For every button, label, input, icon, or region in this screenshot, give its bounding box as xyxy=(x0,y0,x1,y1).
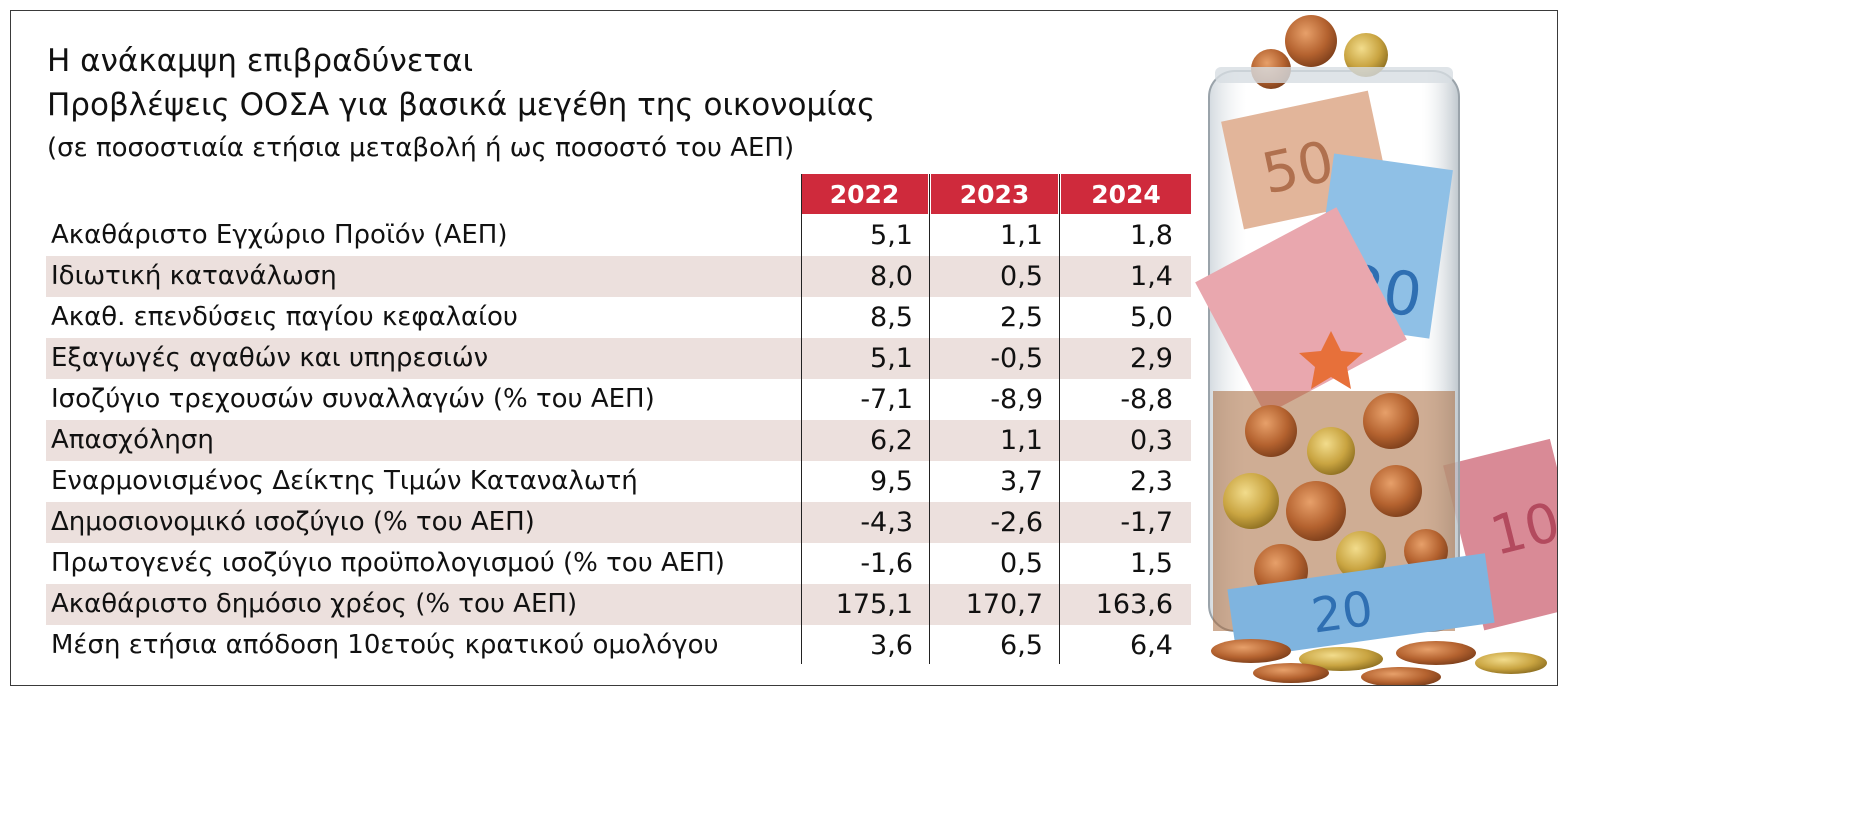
table-row: Ακαθ. επενδύσεις παγίου κεφαλαίου 8,5 2,… xyxy=(46,297,1191,338)
row-label: Εξαγωγές αγαθών και υπηρεσιών xyxy=(51,343,489,373)
column-divider xyxy=(801,174,802,664)
cell-value: 3,7 xyxy=(1000,466,1043,497)
cell-value: 1,1 xyxy=(1000,220,1043,251)
cell-value: -1,7 xyxy=(1120,507,1173,538)
table-row: Μέση ετήσια απόδοση 10ετούς κρατικού ομο… xyxy=(46,625,1191,666)
cell-value: 2,9 xyxy=(1130,343,1173,374)
cell-value: -0,5 xyxy=(990,343,1043,374)
cell-value: 8,5 xyxy=(870,302,913,333)
cell-value: 2,3 xyxy=(1130,466,1173,497)
row-label: Εναρμονισμένος Δείκτης Τιμών Καταναλωτή xyxy=(51,466,638,496)
cell-value: 9,5 xyxy=(870,466,913,497)
column-divider xyxy=(929,174,930,664)
table-row: Εναρμονισμένος Δείκτης Τιμών Καταναλωτή … xyxy=(46,461,1191,502)
cell-value: 0,3 xyxy=(1130,425,1173,456)
svg-text:10: 10 xyxy=(1484,490,1558,568)
cell-value: 1,4 xyxy=(1130,261,1173,292)
cell-value: -7,1 xyxy=(860,384,913,415)
cell-value: -2,6 xyxy=(990,507,1043,538)
column-header-2022: 2022 xyxy=(801,174,928,214)
cell-value: 6,5 xyxy=(1000,630,1043,661)
chart-title: Η ανάκαμψη επιβραδύνεται xyxy=(47,43,474,79)
cell-value: 1,8 xyxy=(1130,220,1173,251)
cell-value: -4,3 xyxy=(860,507,913,538)
cell-value: 2,5 xyxy=(1000,302,1043,333)
cell-value: 5,1 xyxy=(870,220,913,251)
cell-value: 3,6 xyxy=(870,630,913,661)
table-row: Ισοζύγιο τρεχουσών συναλλαγών (% του ΑΕΠ… xyxy=(46,379,1191,420)
cell-value: 0,5 xyxy=(1000,261,1043,292)
cell-value: -8,9 xyxy=(990,384,1043,415)
cell-value: -1,6 xyxy=(860,548,913,579)
cell-value: 8,0 xyxy=(870,261,913,292)
cell-value: 6,2 xyxy=(870,425,913,456)
cell-value: 5,0 xyxy=(1130,302,1173,333)
chart-subtitle: Προβλέψεις ΟΟΣΑ για βασικά μεγέθη της οι… xyxy=(47,87,876,123)
row-label: Ακαθ. επενδύσεις παγίου κεφαλαίου xyxy=(51,302,518,332)
table-row: Δημοσιονομικό ισοζύγιο (% του ΑΕΠ) -4,3 … xyxy=(46,502,1191,543)
cell-value: 5,1 xyxy=(870,343,913,374)
row-label: Απασχόληση xyxy=(51,425,214,455)
cell-value: 175,1 xyxy=(835,589,913,620)
column-divider xyxy=(1059,174,1060,664)
table-row: Απασχόληση 6,2 1,1 0,3 xyxy=(46,420,1191,461)
row-label: Ισοζύγιο τρεχουσών συναλλαγών (% του ΑΕΠ… xyxy=(51,384,655,414)
svg-text:20: 20 xyxy=(1308,581,1376,645)
cell-value: 6,4 xyxy=(1130,630,1173,661)
column-header-2023: 2023 xyxy=(931,174,1058,214)
row-label: Μέση ετήσια απόδοση 10ετούς κρατικού ομο… xyxy=(51,630,719,660)
table-row: Ακαθάριστο δημόσιο χρέος (% του ΑΕΠ) 175… xyxy=(46,584,1191,625)
cell-value: 1,1 xyxy=(1000,425,1043,456)
table-row: Ιδιωτική κατανάλωση 8,0 0,5 1,4 xyxy=(46,256,1191,297)
cell-value: -8,8 xyxy=(1120,384,1173,415)
cell-value: 1,5 xyxy=(1130,548,1173,579)
infographic-frame: Η ανάκαμψη επιβραδύνεται Προβλέψεις ΟΟΣΑ… xyxy=(10,10,1558,686)
cell-value: 163,6 xyxy=(1095,589,1173,620)
money-jar-illustration: 10 50 20 20 xyxy=(1195,15,1558,685)
table-row: Ακαθάριστο Εγχώριο Προϊόν (ΑΕΠ) 5,1 1,1 … xyxy=(46,215,1191,256)
unit-note: (σε ποσοστιαία ετήσια μεταβολή ή ως ποσο… xyxy=(47,133,795,163)
row-label: Ιδιωτική κατανάλωση xyxy=(51,261,337,291)
row-label: Ακαθάριστο δημόσιο χρέος (% του ΑΕΠ) xyxy=(51,589,578,619)
cell-value: 170,7 xyxy=(965,589,1043,620)
table-row: Εξαγωγές αγαθών και υπηρεσιών 5,1 -0,5 2… xyxy=(46,338,1191,379)
column-header-2024: 2024 xyxy=(1061,174,1191,214)
cell-value: 0,5 xyxy=(1000,548,1043,579)
row-label: Δημοσιονομικό ισοζύγιο (% του ΑΕΠ) xyxy=(51,507,535,537)
svg-text:50: 50 xyxy=(1256,129,1339,207)
row-label: Πρωτογενές ισοζύγιο προϋπολογισμού (% το… xyxy=(51,548,725,578)
row-label: Ακαθάριστο Εγχώριο Προϊόν (ΑΕΠ) xyxy=(51,220,508,250)
table-row: Πρωτογενές ισοζύγιο προϋπολογισμού (% το… xyxy=(46,543,1191,584)
